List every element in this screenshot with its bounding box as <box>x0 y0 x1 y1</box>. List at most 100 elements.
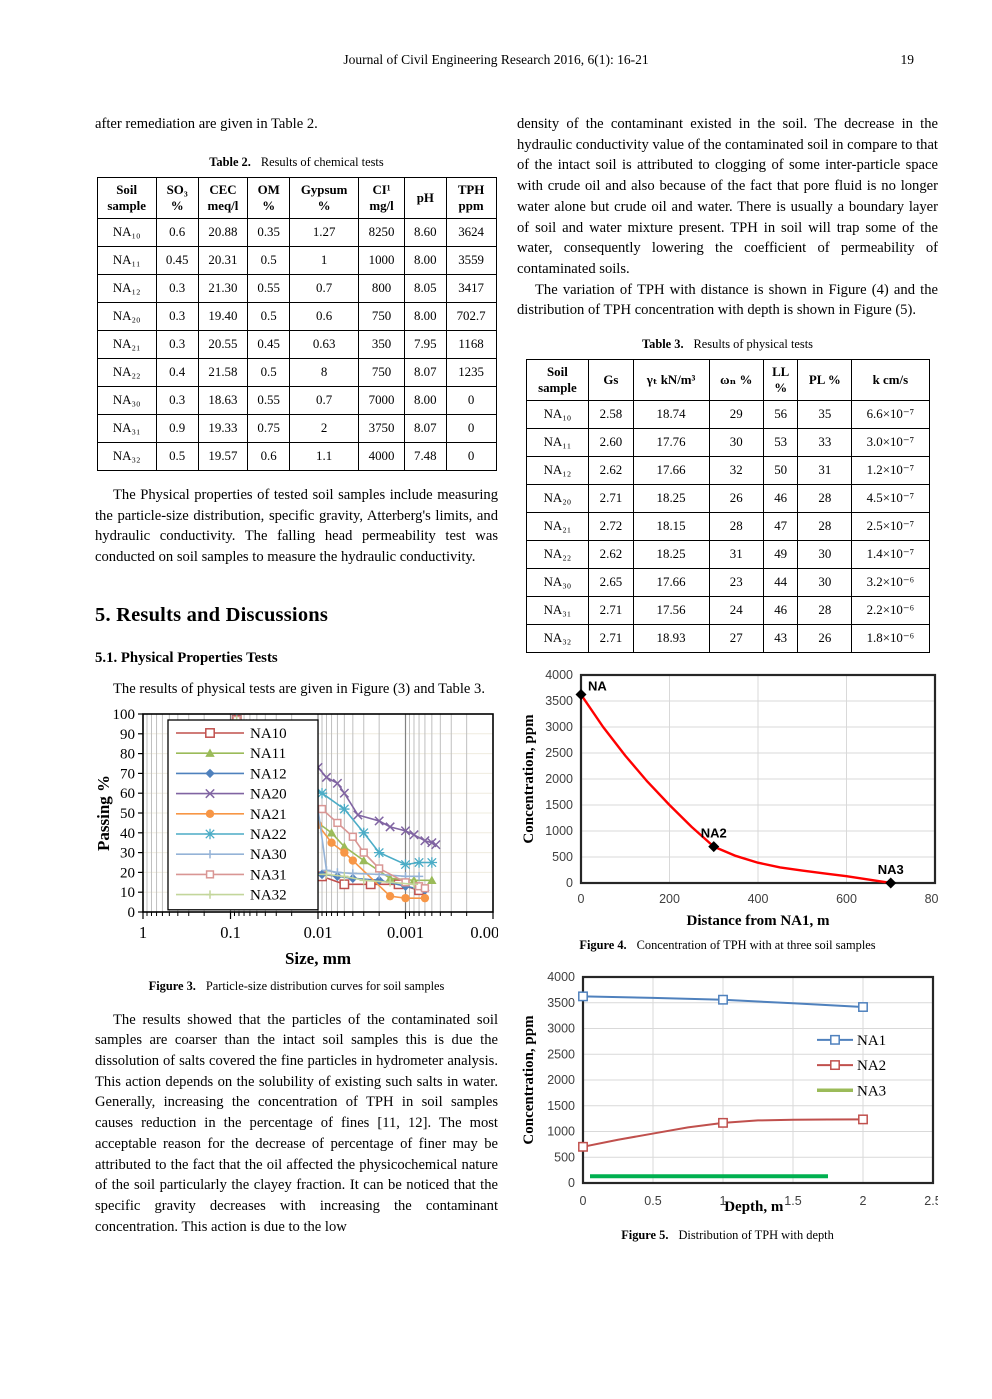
svg-text:1000: 1000 <box>547 1125 575 1139</box>
table-cell: 2.72 <box>588 512 634 542</box>
table-cell: 0.3 <box>155 301 199 331</box>
table-header-cell: Gypsum % <box>289 176 360 219</box>
table-cell: 2.71 <box>588 624 634 654</box>
table-cell: 19.33 <box>197 413 249 443</box>
table-cell: 2.2×10⁻⁶ <box>851 596 930 626</box>
figure4-caption: Figure 4. Concentration of TPH with at th… <box>517 938 938 953</box>
table3-physical-tests: Soil sample Gs γₜ kN/m³ ωₙ % LL % PL % k cm/s N… <box>525 359 930 654</box>
table-cell: 3624 <box>445 217 497 247</box>
table2-caption-text: Results of chemical tests <box>260 154 384 169</box>
table-cell: NA₃₂ <box>96 441 157 471</box>
paragraph-variation: The variation of TPH with distance is sh… <box>517 281 938 319</box>
table-cell: 0.4 <box>155 357 199 387</box>
svg-text:4000: 4000 <box>545 668 573 682</box>
table-row: NA₁₀ 0.6 20.88 0.35 1.27 8250 8.60 3624 <box>96 217 497 247</box>
figure5-svg: 0 500 1000 1500 2000 2500 3000 3500 4000 0 0.5 1 1.5… <box>521 970 942 1215</box>
table-cell: 18.25 <box>632 484 710 514</box>
svg-text:3000: 3000 <box>545 720 573 734</box>
left-column: after remediation are given in Table 2. … <box>94 114 516 1243</box>
table-cell: 0.35 <box>247 217 291 247</box>
table-cell: 2.62 <box>588 456 634 486</box>
table-cell: 0.7 <box>289 385 360 415</box>
table-cell: NA₃₀ <box>525 568 590 598</box>
table-cell: NA₃₁ <box>96 413 157 443</box>
table-cell: 1000 <box>358 245 405 275</box>
svg-text:NA3: NA3 <box>857 1084 886 1100</box>
figure3-caption-text: Particle-size distribution curves for so… <box>205 978 445 993</box>
table-cell: 8.60 <box>403 217 447 247</box>
table-cell: NA₂₁ <box>96 329 157 359</box>
svg-text:NA22: NA22 <box>250 827 287 843</box>
table3-caption-label: Table 3. <box>642 337 684 352</box>
table-row: NA₂₁ 0.3 20.55 0.45 0.63 350 7.95 1168 <box>96 329 497 359</box>
svg-text:10: 10 <box>120 885 135 901</box>
svg-text:2.5: 2.5 <box>924 1194 938 1208</box>
svg-text:NA3: NA3 <box>878 862 904 877</box>
table-cell: NA₃₁ <box>525 596 590 626</box>
table2-caption-label: Table 2. <box>209 154 251 169</box>
journal-header: Journal of Civil Engineering Research 20… <box>0 52 992 70</box>
table-cell: 18.74 <box>632 400 710 430</box>
table-cell: 8 <box>289 357 360 387</box>
table-cell: 2.5×10⁻⁷ <box>851 512 930 542</box>
table2-caption: Table 2. Results of chemical tests <box>95 155 498 170</box>
figure5-chart: 0 500 1000 1500 2000 2500 3000 3500 4000 0 0.5 1 1.5… <box>517 970 942 1224</box>
table-cell: 750 <box>358 301 405 331</box>
table-cell: 27 <box>708 624 764 654</box>
table-cell: 0.63 <box>289 329 360 359</box>
table-cell: 47 <box>762 512 799 542</box>
svg-text:NA31: NA31 <box>250 867 287 883</box>
svg-text:NA11: NA11 <box>250 746 286 762</box>
table-cell: 0.5 <box>155 441 199 471</box>
table-cell: 18.63 <box>197 385 249 415</box>
table-header-cell: TPH ppm <box>445 176 497 219</box>
paragraph-discussion: The results showed that the particles of… <box>95 1011 498 1235</box>
table-header-cell: CEC meq/l <box>197 176 249 219</box>
table-cell: 30 <box>708 428 764 458</box>
svg-text:0.1: 0.1 <box>220 923 241 942</box>
table-row: NA₁₂ 2.62 17.66 32 50 31 1.2×10⁻⁷ <box>525 456 930 486</box>
svg-text:2000: 2000 <box>545 772 573 786</box>
table-header-cell: k cm/s <box>851 359 930 402</box>
svg-text:4000: 4000 <box>547 971 575 984</box>
table-cell: 31 <box>797 456 853 486</box>
svg-text:1: 1 <box>720 1194 727 1208</box>
table-cell: 8.05 <box>403 273 447 303</box>
table-cell: 26 <box>797 624 853 654</box>
table-header-cell: CI¹ mg/l <box>358 176 405 219</box>
svg-text:1: 1 <box>139 923 147 942</box>
table-cell: 0.5 <box>247 301 291 331</box>
table-cell: NA₃₂ <box>525 624 590 654</box>
table-cell: NA₁₂ <box>525 456 590 486</box>
svg-text:2000: 2000 <box>547 1073 575 1087</box>
figure5-caption-label: Figure 5. <box>621 1228 669 1243</box>
page-number: 19 <box>900 52 915 67</box>
table-header-cell: Gs <box>588 359 634 402</box>
table-cell: 28 <box>708 512 764 542</box>
table-cell: 6.6×10⁻⁷ <box>851 400 930 430</box>
svg-text:0.5: 0.5 <box>644 1194 661 1208</box>
paragraph-intro: after remediation are given in Table 2. <box>95 116 318 132</box>
paragraph-results-intro: The results of physical tests are given … <box>113 680 485 697</box>
table-cell: 1.4×10⁻⁷ <box>851 540 930 570</box>
table-cell: NA₁₂ <box>96 273 157 303</box>
svg-text:40: 40 <box>120 825 135 841</box>
svg-text:1.5: 1.5 <box>784 1194 801 1208</box>
table-cell: 50 <box>762 456 799 486</box>
table-cell: 702.7 <box>445 301 497 331</box>
table-cell: 32 <box>708 456 764 486</box>
table-cell: NA₂₀ <box>525 484 590 514</box>
svg-text:Concentration, ppm: Concentration, ppm <box>521 1015 537 1145</box>
table-cell: 1168 <box>445 329 497 359</box>
svg-text:500: 500 <box>552 850 573 864</box>
table-cell: 3417 <box>445 273 497 303</box>
table-row: NA₂₂ 0.4 21.58 0.5 8 750 8.07 1235 <box>96 357 497 387</box>
table-cell: 33 <box>797 428 853 458</box>
table-header-cell: SO₃ % <box>155 176 199 219</box>
table-cell: 0.5 <box>247 245 291 275</box>
table-cell: 30 <box>797 568 853 598</box>
table-cell: 1.1 <box>289 441 360 471</box>
table3-caption-text: Results of physical tests <box>693 337 813 352</box>
table-cell: NA₂₂ <box>525 540 590 570</box>
table-header-cell: LL % <box>762 359 799 402</box>
